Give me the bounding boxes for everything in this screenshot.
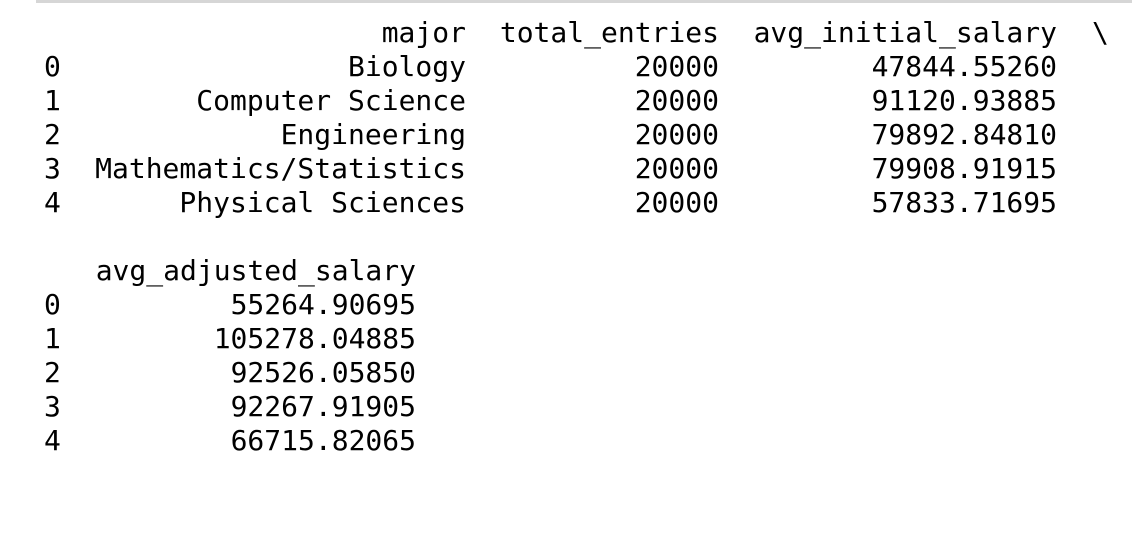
row-index: 1 [44,84,61,117]
table-header-row: avg_adjusted_salary [0,254,1132,288]
cell-major: Physical Sciences [179,186,466,219]
cell-total-entries: 20000 [634,118,719,151]
cell-total-entries: 20000 [634,152,719,185]
table-row: 2 Engineering 20000 79892.84810 [0,118,1132,152]
output-cell-top-border [36,0,1132,3]
cell-avg-adjusted-salary: 92267.91905 [230,390,416,423]
cell-major: Computer Science [196,84,466,117]
table-row: 4 Physical Sciences 20000 57833.71695 [0,186,1132,220]
cell-total-entries: 20000 [634,84,719,117]
column-header-major: major [381,16,466,49]
cell-total-entries: 20000 [634,186,719,219]
table-row: 0 Biology 20000 47844.55260 [0,50,1132,84]
line-continuation-marker: \ [1092,16,1109,49]
table-row: 1 105278.04885 [0,322,1132,356]
table-row: 3 Mathematics/Statistics 20000 79908.919… [0,152,1132,186]
row-index: 0 [44,288,61,321]
cell-total-entries: 20000 [634,50,719,83]
table-row: 3 92267.91905 [0,390,1132,424]
cell-avg-initial-salary: 47844.55260 [871,50,1057,83]
cell-major: Engineering [280,118,466,151]
row-index: 3 [44,152,61,185]
cell-avg-adjusted-salary: 66715.82065 [230,424,416,457]
cell-avg-initial-salary: 79892.84810 [871,118,1057,151]
cell-avg-initial-salary: 91120.93885 [871,84,1057,117]
cell-avg-adjusted-salary: 105278.04885 [213,322,416,355]
row-index: 4 [44,424,61,457]
cell-avg-initial-salary: 57833.71695 [871,186,1057,219]
row-index: 1 [44,322,61,355]
table-row: 2 92526.05850 [0,356,1132,390]
table-header-row: major total_entries avg_initial_salary \ [0,16,1132,50]
column-header-avg-initial-salary: avg_initial_salary [753,16,1057,49]
column-header-avg-adjusted-salary: avg_adjusted_salary [95,254,416,287]
cell-avg-adjusted-salary: 55264.90695 [230,288,416,321]
cell-avg-adjusted-salary: 92526.05850 [230,356,416,389]
row-index: 4 [44,186,61,219]
table-row: 0 55264.90695 [0,288,1132,322]
row-index: 3 [44,390,61,423]
table-row: 4 66715.82065 [0,424,1132,458]
row-index: 2 [44,118,61,151]
cell-major: Biology [347,50,466,83]
row-index: 0 [44,50,61,83]
cell-major: Mathematics/Statistics [95,152,466,185]
table-row: 1 Computer Science 20000 91120.93885 [0,84,1132,118]
row-index: 2 [44,356,61,389]
column-header-total-entries: total_entries [499,16,719,49]
cell-avg-initial-salary: 79908.91915 [871,152,1057,185]
